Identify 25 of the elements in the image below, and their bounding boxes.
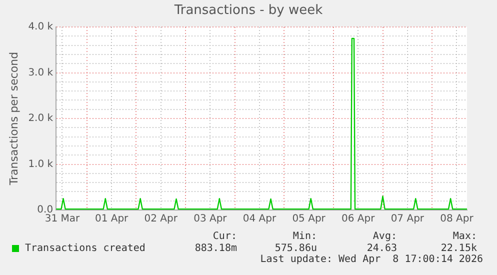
y-tick-label: 2.0 k xyxy=(28,113,54,124)
text: Cur: xyxy=(212,230,237,242)
text: 24.63 xyxy=(366,242,397,254)
x-tick-label: 03 Apr xyxy=(194,214,228,225)
x-tick-label: 08 Apr xyxy=(440,214,474,225)
text: Min: xyxy=(292,230,317,242)
text: 575.86u xyxy=(274,242,317,254)
text: 883.18m xyxy=(194,242,237,254)
chart-title: Transactions - by week xyxy=(173,3,324,18)
y-axis-title: Transactions per second xyxy=(7,52,20,186)
x-tick-label: 07 Apr xyxy=(390,214,425,225)
legend-label: Transactions created xyxy=(25,242,146,254)
x-tick-label: 05 Apr xyxy=(292,214,326,225)
x-tick-label: 06 Apr xyxy=(342,214,376,225)
y-tick-label: 1.0 k xyxy=(28,158,54,170)
text: Max: xyxy=(452,230,477,242)
x-tick-label: 01 Apr xyxy=(94,214,130,225)
x-tick-label: 04 Apr xyxy=(242,214,277,225)
y-tick-label: 4.0 k xyxy=(28,22,54,33)
y-tick-label: 3.0 k xyxy=(28,67,54,78)
text: Avg: xyxy=(372,230,397,242)
text: 22.15k xyxy=(440,242,477,254)
text: Last update: Wed Apr 8 17:00:14 2026 xyxy=(260,254,483,265)
x-tick-label: 31 Mar xyxy=(44,214,81,225)
x-tick-label: 02 Apr xyxy=(144,214,178,225)
